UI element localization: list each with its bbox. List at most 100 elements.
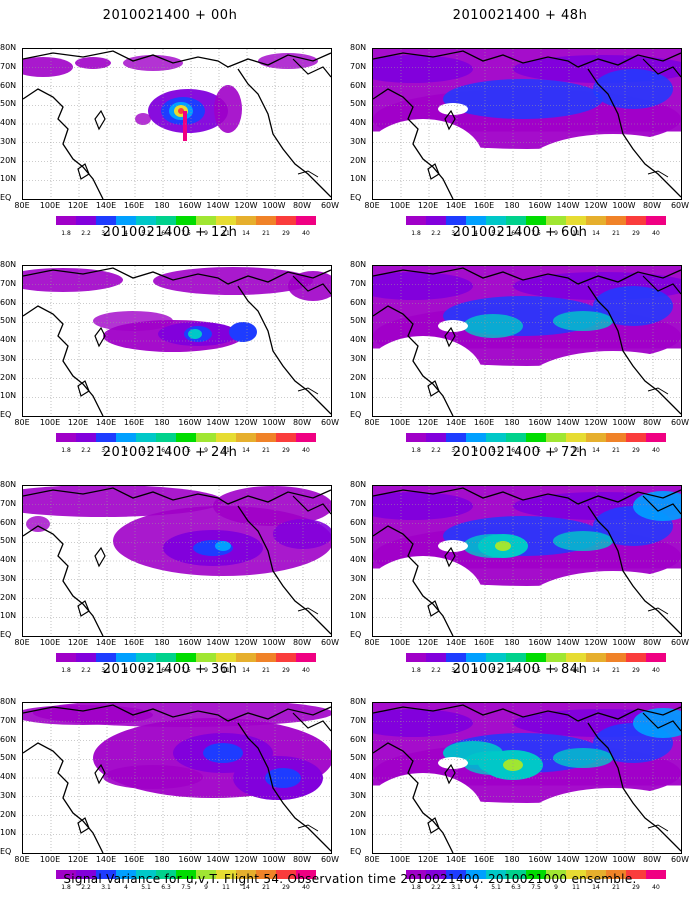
colorbar-label: 21 [262, 667, 270, 674]
colorbar-label: 7.5 [531, 230, 541, 237]
colorbar-label: 7.5 [181, 884, 191, 891]
colorbar-label: 14 [592, 667, 600, 674]
colorbar-swatch [526, 653, 546, 662]
colorbar-swatch [626, 433, 646, 442]
colorbar-swatch [256, 870, 276, 879]
map-area [372, 485, 682, 637]
colorbar-swatch [606, 216, 626, 225]
colorbar-label: 9 [204, 667, 208, 674]
variance-field [373, 486, 681, 636]
colorbar-swatch [196, 433, 216, 442]
colorbar-label: 2.2 [431, 230, 441, 237]
colorbar-label: 2.2 [431, 667, 441, 674]
colorbar-swatch [156, 870, 176, 879]
colorbar-label: 11 [222, 884, 230, 891]
colorbar-swatch [586, 870, 606, 879]
lon-tick-label: 100W [262, 201, 286, 210]
colorbar-swatch [506, 653, 526, 662]
lon-tick-label: 140W [206, 638, 230, 647]
lon-tick-label: 80E [14, 638, 30, 647]
map-panel: 2010021400 + 00h 80N 70N 60N 50N 40N 30N 20N 10N… [0, 8, 340, 237]
lon-tick-label: 180 [154, 638, 170, 647]
lon-tick-label: 160W [528, 201, 552, 210]
colorbar-swatch [176, 216, 196, 225]
colorbar-swatch [96, 653, 116, 662]
colorbar-swatch [506, 433, 526, 442]
colorbar-label: 11 [572, 230, 580, 237]
lon-tick-label: 80W [642, 201, 662, 210]
lon-tick-label: 160E [473, 638, 495, 647]
colorbar-label: 1.8 [411, 230, 421, 237]
colorbar-label: 9 [554, 667, 558, 674]
lon-tick-label: 160E [123, 201, 145, 210]
lat-tick-label: 40N [350, 118, 367, 127]
lat-tick-label: 80N [350, 480, 367, 489]
map-panel: 2010021400 + 84h 80N 70N 60N 50N 40N 30N 20N 10N… [350, 662, 690, 891]
map-area [22, 702, 332, 854]
lon-tick-label: 80W [292, 855, 312, 864]
colorbar-label: 4 [124, 230, 128, 237]
lat-tick-label: 80N [350, 260, 367, 269]
colorbar-swatch [406, 870, 426, 879]
colorbar-swatch [236, 870, 256, 879]
colorbar-label: 3.1 [101, 447, 111, 454]
map-area [22, 485, 332, 637]
lat-tick-label: 10N [0, 828, 17, 838]
colorbar-swatch [56, 653, 76, 662]
lon-tick-label: 160W [178, 418, 202, 427]
colorbar-swatch [466, 653, 486, 662]
lon-tick-label: 140E [95, 855, 117, 864]
colorbar-swatch [56, 870, 76, 879]
lon-tick-label: 140W [556, 418, 580, 427]
lon-tick-label: 60W [320, 418, 340, 427]
colorbar-swatch [446, 653, 466, 662]
lon-tick-label: 100W [612, 855, 636, 864]
colorbar-swatch [136, 870, 156, 879]
colorbar-swatch [646, 216, 666, 225]
colorbar-label: 29 [632, 667, 640, 674]
colorbar-label: 21 [612, 230, 620, 237]
map-area [372, 48, 682, 200]
lon-tick-label: 100E [39, 638, 61, 647]
colorbar-label: 1.8 [411, 447, 421, 454]
lon-tick-label: 140W [556, 201, 580, 210]
colorbar-label: 5.1 [491, 884, 501, 891]
colorbar-swatch [486, 653, 506, 662]
lon-tick-label: 100E [389, 855, 411, 864]
colorbar-swatch [276, 433, 296, 442]
colorbar-label: 40 [652, 884, 660, 891]
lat-tick-label: 60N [350, 734, 367, 744]
lat-tick-label: 60N [350, 517, 367, 527]
colorbar-swatch [216, 433, 236, 442]
lat-tick-label: 70N [350, 498, 367, 508]
lat-tick-label: 50N [350, 536, 367, 546]
lat-tick-label: 80N [350, 697, 367, 706]
figure-caption: Signal Variance for u,v,T. Flight 54. Ob… [63, 872, 637, 886]
lat-tick-label: EQ [0, 630, 12, 639]
colorbar-swatch [526, 216, 546, 225]
panel-title: 2010021400 + 84h [452, 662, 588, 677]
lat-tick-label: 50N [350, 753, 367, 763]
colorbar-swatch [606, 653, 626, 662]
lat-tick-label: 30N [350, 353, 367, 363]
colorbar-swatch [586, 216, 606, 225]
lon-tick-label: 80E [14, 855, 30, 864]
colorbar-swatch [426, 870, 446, 879]
map-area [372, 265, 682, 417]
lat-tick-label: EQ [350, 630, 362, 639]
lat-tick-label: 60N [0, 297, 17, 307]
colorbar-swatch [116, 870, 136, 879]
colorbar-swatch [96, 870, 116, 879]
colorbar-swatch [76, 216, 96, 225]
colorbar-swatch [446, 216, 466, 225]
lat-tick-label: 40N [0, 118, 17, 127]
lat-tick-label: 70N [0, 61, 17, 71]
lon-tick-label: 80E [364, 855, 380, 864]
variance-field [23, 49, 331, 199]
colorbar-swatch [566, 433, 586, 442]
lat-tick-label: 10N [0, 391, 17, 401]
colorbar [56, 216, 316, 225]
lon-tick-label: 140E [445, 418, 467, 427]
colorbar-label: 21 [262, 884, 270, 891]
colorbar-swatch [606, 870, 626, 879]
